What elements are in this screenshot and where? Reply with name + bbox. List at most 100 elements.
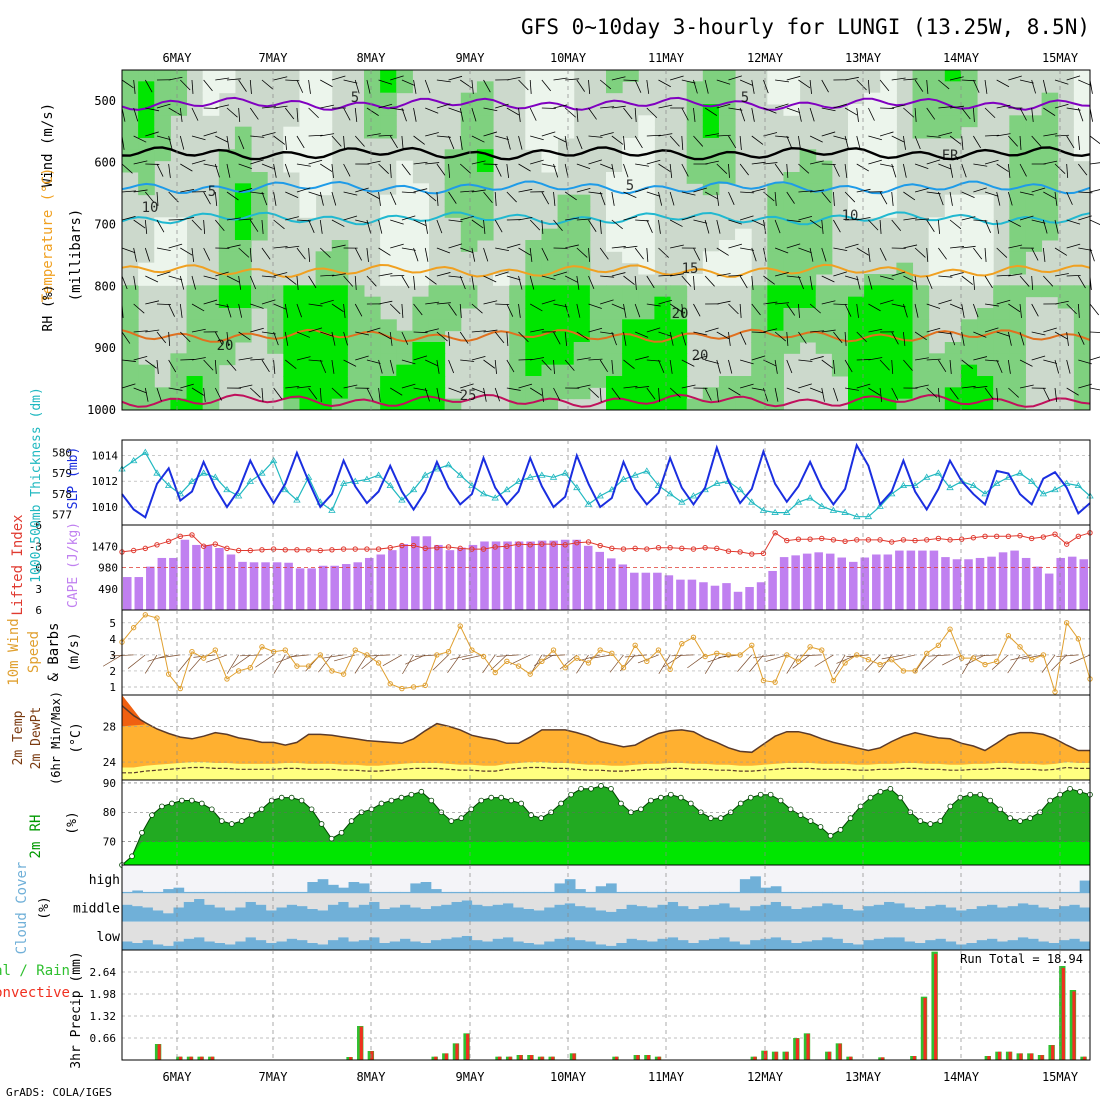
- rh-cell: [380, 70, 397, 82]
- cloud-bar-low: [214, 942, 226, 950]
- wind-barb: [786, 107, 801, 113]
- wind-speed-point: [1005, 632, 1012, 639]
- wind-barb: [308, 327, 323, 333]
- rh-cell: [428, 387, 446, 400]
- cloud-bar-middle: [853, 910, 864, 922]
- surface-wind-barb: [974, 654, 997, 657]
- cloud-gap-middle: [956, 893, 967, 911]
- wind-barb: [366, 327, 381, 333]
- cloud-gap-middle: [976, 893, 988, 907]
- rh-cell: [928, 274, 946, 286]
- cloud-bar-middle: [657, 904, 669, 922]
- rh-cell: [170, 251, 188, 264]
- date-label-top: 13MAY: [845, 51, 882, 65]
- wind-barb: [483, 275, 497, 283]
- rh-cell: [1009, 342, 1026, 354]
- wind-barb: [191, 328, 206, 333]
- cloud-bar-low: [657, 938, 669, 950]
- wind-barb: [378, 359, 383, 374]
- wind-barb: [296, 386, 311, 389]
- wind-barb: [985, 134, 1000, 137]
- wind-barb: [1008, 303, 1021, 313]
- rh-cell: [670, 376, 688, 388]
- rh-cell: [960, 206, 978, 218]
- wind-barb: [646, 159, 661, 165]
- wind-barb: [564, 359, 575, 371]
- wind-barb: [180, 247, 193, 256]
- rh-cell: [315, 115, 333, 128]
- cloud-bar-middle: [492, 904, 504, 922]
- cape-bar: [791, 555, 800, 610]
- rh-cell: [476, 126, 494, 139]
- wind-barb: [250, 358, 265, 361]
- wind-barb: [891, 104, 906, 109]
- wind-barb: [296, 331, 310, 338]
- surface-wind-barb: [846, 654, 869, 658]
- wind-barb: [144, 387, 149, 402]
- rh-cell: [525, 262, 542, 275]
- cloud-bar-high: [122, 891, 133, 894]
- rh-point: [169, 800, 175, 807]
- wind-barb: [238, 357, 253, 361]
- wind-barb: [763, 275, 775, 285]
- lifted-index-point: [352, 546, 358, 552]
- surface-wind-barb: [578, 654, 601, 662]
- rh-cell: [202, 70, 220, 82]
- thickness-point: [619, 475, 628, 482]
- cloud-gap-middle: [636, 893, 648, 907]
- wind-barb: [518, 303, 521, 318]
- wind-barb: [693, 107, 696, 122]
- rh-cell: [622, 194, 639, 207]
- wind-barb: [541, 359, 552, 371]
- wind-barb: [681, 79, 696, 84]
- rh-cell: [170, 92, 188, 105]
- thickness-point: [211, 473, 220, 480]
- precip-convective-bar: [1019, 1053, 1023, 1060]
- rh-point: [598, 783, 604, 789]
- rh-cell: [573, 285, 591, 298]
- cloud-bar-middle: [255, 904, 267, 922]
- wind-barb: [495, 247, 510, 252]
- rh-cell: [541, 228, 559, 241]
- rh-cell: [670, 353, 688, 366]
- rh-cell: [686, 126, 704, 139]
- precip-convective-bar: [849, 1056, 853, 1060]
- cloud-bar-low: [822, 937, 833, 950]
- rh-cell: [944, 81, 962, 94]
- panel-axis-label: (%): [37, 896, 52, 919]
- wind-speed-point: [620, 665, 627, 671]
- slp-tick-label: 1014: [92, 449, 119, 462]
- lifted-index-point: [224, 545, 230, 552]
- lifted-index-point: [585, 539, 592, 545]
- rh-cell: [848, 183, 865, 196]
- rh-point: [408, 791, 415, 798]
- wind-barb: [914, 79, 924, 92]
- rh-cell: [186, 342, 204, 354]
- wind-barb: [716, 331, 730, 340]
- cloud-bar-low: [132, 942, 143, 950]
- rh-cell: [122, 138, 139, 150]
- rh-cell: [476, 228, 494, 241]
- wind-barb: [856, 217, 871, 221]
- cloud-gap-low: [533, 921, 545, 945]
- cloud-bar-high: [894, 891, 906, 894]
- rh-cell: [993, 387, 1010, 400]
- wind-barb: [191, 275, 196, 290]
- wind-barb: [728, 75, 742, 81]
- wind-barb: [914, 107, 917, 122]
- wind-barb: [203, 359, 214, 371]
- wind-barb: [261, 79, 273, 90]
- wind-barb: [634, 275, 637, 290]
- rh-cell: [331, 319, 349, 332]
- rh-cell: [444, 172, 462, 184]
- rh-cell: [573, 296, 591, 309]
- cloud-bar-middle: [307, 908, 319, 922]
- wind-barb: [226, 191, 239, 201]
- wind-barb: [413, 107, 417, 122]
- wind-barb: [343, 79, 358, 84]
- rh-cell: [864, 364, 881, 377]
- cloud-bar-low: [122, 941, 133, 950]
- rh-cell: [1025, 183, 1043, 196]
- wind-barb: [646, 134, 661, 137]
- rh-cell: [1057, 296, 1075, 309]
